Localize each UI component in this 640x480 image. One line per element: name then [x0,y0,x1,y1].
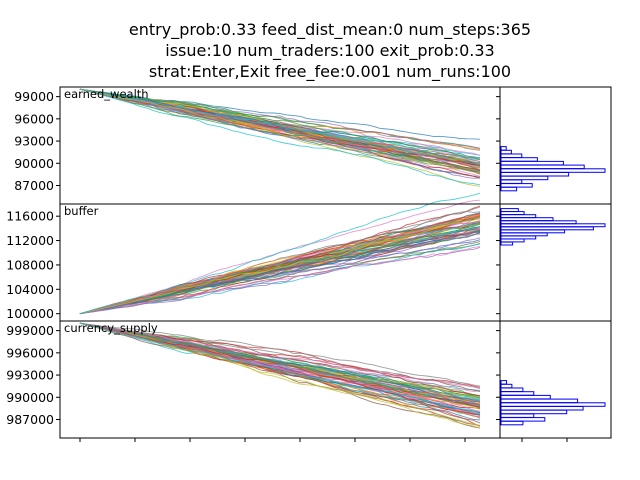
panel-earned_wealth: 99000 96000 93000 90000 87000 earned_wealth [14,86,612,205]
y-tick-label: 108000 [6,257,54,272]
y-tick-label: 87000 [14,178,54,193]
histogram [500,208,606,246]
histogram-bar [500,149,512,155]
title-line-2: issue:10 num_traders:100 exit_prob:0.33 [165,41,494,61]
series-line [79,214,481,315]
histogram-bar [500,383,513,389]
series-line [79,88,481,165]
histogram-bar [500,220,577,225]
y-tick-label: 96000 [14,111,54,126]
y-tick-label: 112000 [6,233,54,248]
chart-panels: 99000 96000 93000 90000 87000 earned_wealth 11… [6,86,612,442]
histogram-bar [500,183,533,188]
histogram-bar [500,402,606,407]
y-tick-label: 93000 [14,134,54,149]
y-tick-label: 996000 [6,345,54,360]
histogram-axes-frame [499,203,612,322]
series-line [79,246,481,315]
histogram-axes-frame [499,320,612,439]
histogram-bar [500,394,551,400]
histogram-bar [500,157,538,162]
chart-title: entry_prob:0.33 feed_dist_mean:0 num_ste… [129,20,531,82]
panel-label: earned_wealth [64,87,149,101]
histogram-bar [500,398,579,404]
panel-currency_supply: 999000 996000 993000 990000 987000 currency_s… [6,320,612,439]
series-line [79,217,481,315]
histogram-bar [500,146,507,151]
y-tick-label: 990000 [6,390,54,405]
series-lines [79,322,481,429]
series-line [79,322,481,387]
y-tick-label: 999000 [6,323,54,338]
y-tick-label: 116000 [6,209,54,224]
x-ticks [79,438,568,442]
series-line [79,322,481,406]
series-line [79,88,481,149]
series-line [79,322,481,424]
series-line [79,322,481,414]
histogram-bar [500,179,523,184]
y-tick-label: 104000 [6,282,54,297]
histogram-bar [500,164,585,170]
panel-label: currency_supply [64,321,158,335]
histogram-bar [500,413,535,418]
histogram-bar [500,172,570,177]
series-line [79,88,481,186]
series-line [79,88,481,159]
series-line [79,229,480,315]
series-lines [79,192,481,315]
y-tick-label: 987000 [6,412,54,427]
panel-label: buffer [64,204,99,218]
panel-buffer: 116000 112000 108000 104000 100000 buffer [6,192,612,322]
series-line [79,88,481,149]
series-line [79,88,481,179]
series-lines [79,88,481,187]
histogram-bar [500,241,514,246]
histogram-bar [500,223,606,228]
histogram [500,380,606,426]
histogram [500,146,606,192]
histogram-bar [500,217,554,222]
histogram-bar [500,168,606,173]
histogram-bar [500,229,566,234]
series-line [79,192,481,315]
y-tick-label: 99000 [14,89,54,104]
histogram-bar [500,238,525,243]
y-tick-label: 100000 [6,306,54,321]
histogram-bar [500,232,548,237]
y-tick-label: 993000 [6,368,54,383]
series-line [79,88,481,174]
series-line [79,88,481,160]
histogram-bar [500,160,564,166]
histogram-axes-frame [499,86,612,205]
series-line [79,322,481,389]
histogram-bar [500,175,549,181]
histogram-bar [500,235,537,240]
histogram-bar [500,214,537,219]
histogram-bar [500,391,535,396]
y-tick-label: 90000 [14,156,54,171]
histogram-bar [500,406,584,411]
histogram-bar [500,409,568,415]
histogram-bar [500,211,525,216]
series-line [79,322,481,413]
histogram-bar [500,208,519,213]
title-line-1: entry_prob:0.33 feed_dist_mean:0 num_ste… [129,20,531,40]
histogram-bar [500,186,518,192]
histogram-bar [500,153,523,158]
series-line [79,210,481,315]
histogram-bar [500,387,524,392]
histogram-bar [500,420,524,426]
histogram-bar [500,380,507,385]
histogram-bar [500,226,594,231]
histogram-bar [500,417,546,422]
title-line-3: strat:Enter,Exit free_fee:0.001 num_runs… [149,62,511,82]
